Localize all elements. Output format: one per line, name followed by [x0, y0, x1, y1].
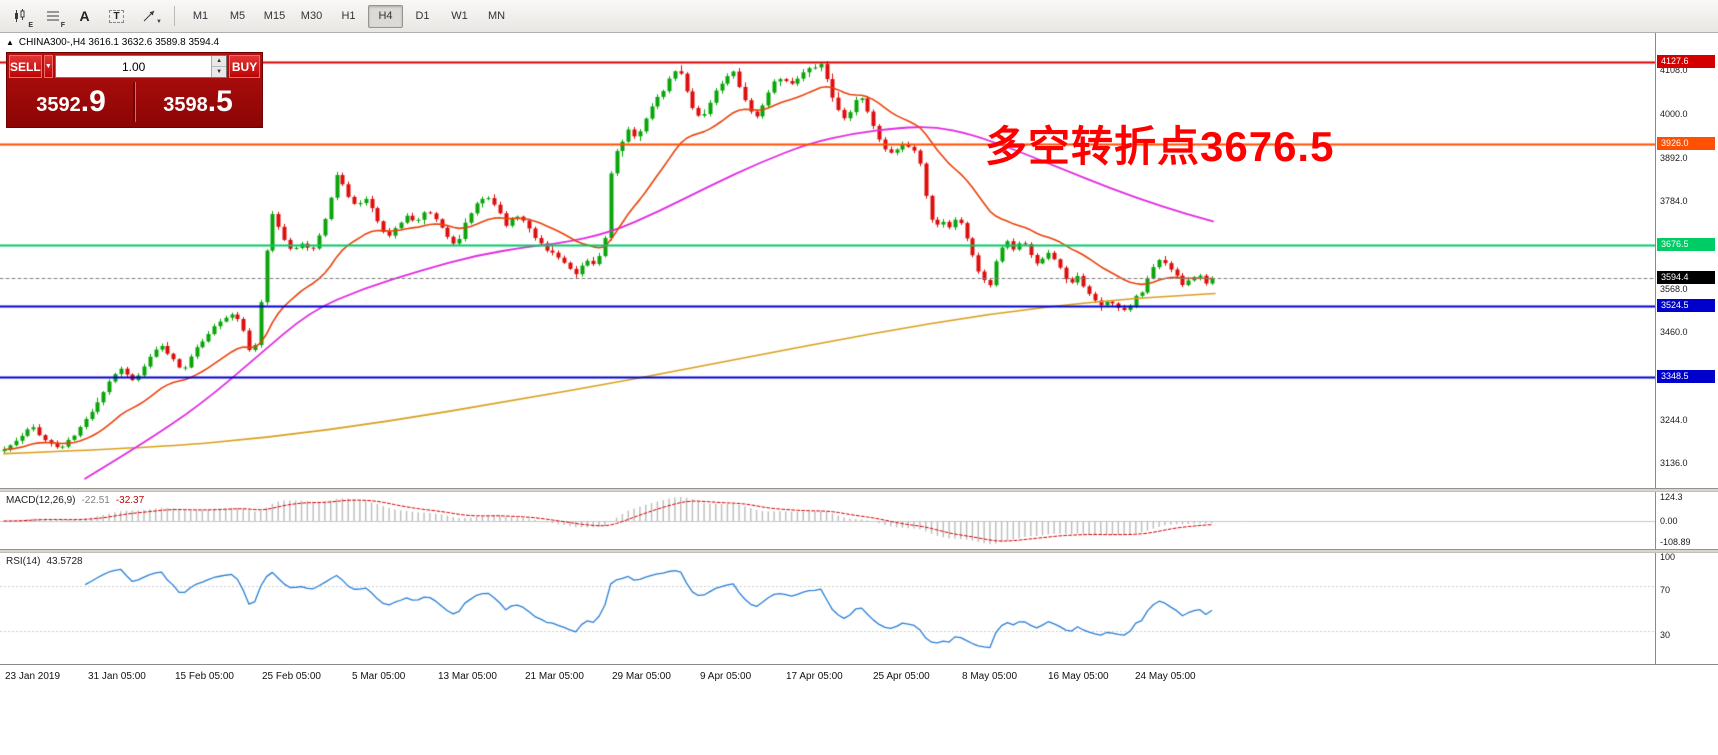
sell-button[interactable]: SELL — [9, 55, 42, 78]
time-axis-label: 5 Mar 05:00 — [352, 671, 406, 682]
timeframe-button-h4[interactable]: H4 — [368, 4, 403, 28]
timeframe-button-mn[interactable]: MN — [487, 10, 506, 22]
time-axis-label: 31 Jan 05:00 — [88, 671, 146, 682]
rsi-value: 43.5728 — [46, 556, 83, 567]
chart-header-text: CHINA300-,H4 3616.1 3632.6 3589.8 3594.4 — [18, 37, 220, 48]
rsi-name: RSI(14) — [6, 556, 41, 567]
price-divider — [133, 81, 136, 122]
time-axis-label: 21 Mar 05:00 — [525, 671, 584, 682]
timeframe-button-m30[interactable]: M30 — [300, 10, 323, 22]
timeframe-button-d1[interactable]: D1 — [415, 10, 430, 22]
macd-indicator-canvas[interactable] — [0, 492, 1655, 549]
bid-price-int: 3592 — [36, 93, 81, 116]
drawing-tools-button[interactable]: ▼ — [134, 3, 163, 29]
panel-splitter[interactable] — [0, 549, 1718, 553]
bottom-strip — [0, 692, 1718, 755]
chart-candles-tool-button[interactable]: E — [6, 3, 35, 29]
time-axis-label: 13 Mar 05:00 — [438, 671, 497, 682]
text-label-tool-icon: T — [109, 9, 124, 23]
bid-price-pips: .9 — [80, 84, 106, 118]
candlestick-chart-icon — [14, 9, 24, 22]
panel-splitter[interactable] — [0, 488, 1718, 492]
toolbar-separator — [174, 6, 175, 26]
time-axis-label: 8 May 05:00 — [962, 671, 1018, 682]
chart-icon-sub-label: E — [28, 22, 33, 29]
time-axis-label: 17 Apr 05:00 — [786, 671, 843, 682]
bid-price: 3592.9 — [9, 85, 133, 119]
macd-value: -22.51 — [81, 495, 110, 506]
price-level-badge: 3676.5 — [1657, 237, 1715, 251]
price-level-badge: 3594.4 — [1657, 270, 1715, 284]
price-level-badge: 3926.0 — [1657, 136, 1715, 150]
time-axis-label: 29 Mar 05:00 — [612, 671, 671, 682]
timeframe-button-m1[interactable]: M1 — [192, 10, 209, 22]
rsi-axis-label: 100 — [1660, 552, 1676, 562]
text-label-tool-button[interactable]: T — [102, 3, 131, 29]
ask-price-int: 3598 — [163, 93, 208, 116]
toolbar: E F A T ▼ M1 M5 M15 M30 H1 H4 D1 W1 MN — [0, 0, 1718, 33]
rsi-axis-label: 30 — [1660, 629, 1671, 640]
grid-lines-icon — [46, 11, 59, 21]
macd-axis-label: 124.3 — [1660, 492, 1683, 502]
collapse-trade-panel-icon[interactable]: ▲ — [6, 38, 14, 47]
time-axis-label: 15 Feb 05:00 — [175, 671, 234, 682]
time-axis-label: 25 Apr 05:00 — [873, 671, 930, 682]
price-level-badge: 3524.5 — [1657, 299, 1715, 313]
macd-label: MACD(12,26,9) -22.51 -32.37 — [6, 495, 144, 506]
time-axis-label: 16 May 05:00 — [1048, 671, 1109, 682]
price-axis-label: 3244.0 — [1660, 414, 1688, 425]
volume-input[interactable] — [56, 56, 212, 77]
caret-down-icon: ▼ — [156, 19, 162, 25]
macd-axis-label: -108.89 — [1660, 537, 1691, 548]
ask-price-pips: .5 — [207, 84, 233, 118]
timeframe-button-m15[interactable]: M15 — [263, 10, 286, 22]
ask-price: 3598.5 — [136, 85, 260, 119]
timeframe-button-h1[interactable]: H1 — [341, 10, 356, 22]
price-axis-label: 4000.0 — [1660, 108, 1688, 119]
volume-stepper: ▲ ▼ — [211, 56, 227, 77]
time-axis-label: 25 Feb 05:00 — [262, 671, 321, 682]
grid-icon-sub-label: F — [60, 22, 65, 29]
one-click-trading-panel: SELL ▼ ▲ ▼ BUY 3592.9 — [6, 52, 263, 128]
sell-options-dropdown[interactable]: ▼ — [43, 55, 54, 78]
grid-tool-button[interactable]: F — [38, 3, 67, 29]
caret-down-icon: ▼ — [44, 63, 52, 70]
price-axis-label: 3892.0 — [1660, 152, 1688, 163]
chart-area: ▲ CHINA300-,H4 3616.1 3632.6 3589.8 3594… — [0, 33, 1718, 692]
timeframe-button-m5[interactable]: M5 — [229, 10, 246, 22]
timeframe-group: M1 M5 M15 M30 H1 H4 D1 W1 MN — [183, 4, 514, 28]
price-axis[interactable]: 4108.04000.03892.03784.03676.03568.03460… — [1655, 33, 1718, 664]
volume-box: ▲ ▼ — [55, 55, 228, 78]
price-level-badge: 3348.5 — [1657, 370, 1715, 384]
time-axis-label: 9 Apr 05:00 — [700, 671, 752, 682]
volume-increase-button[interactable]: ▲ — [212, 56, 227, 67]
buy-button[interactable]: BUY — [229, 55, 260, 78]
price-level-badge: 4127.6 — [1657, 55, 1715, 69]
timeframe-button-w1[interactable]: W1 — [451, 10, 468, 22]
time-axis-label: 24 May 05:00 — [1135, 671, 1196, 682]
time-axis-label: 23 Jan 2019 — [5, 671, 61, 682]
price-axis-label: 4108.0 — [1660, 65, 1688, 76]
rsi-label: RSI(14) 43.5728 — [6, 556, 83, 567]
macd-name: MACD(12,26,9) — [6, 495, 76, 506]
time-axis[interactable]: 23 Jan 2019 31 Jan 05:00 15 Feb 05:00 25 Fe… — [0, 664, 1718, 692]
macd-axis-label: 0.00 — [1660, 516, 1678, 526]
price-axis-label: 3460.0 — [1660, 327, 1688, 338]
rsi-axis-label: 70 — [1660, 585, 1671, 596]
price-axis-label: 3568.0 — [1660, 283, 1688, 294]
text-tool-button[interactable]: A — [70, 3, 99, 29]
macd-signal-value: -32.37 — [115, 495, 145, 506]
chart-header: ▲ CHINA300-,H4 3616.1 3632.6 3589.8 3594… — [6, 37, 219, 48]
main-chart-canvas[interactable] — [0, 33, 1655, 488]
chart-annotation-text: 多空转折点3676.5 — [985, 123, 1335, 170]
price-axis-label: 3136.0 — [1660, 458, 1688, 469]
trendline-tool-icon — [143, 10, 154, 22]
text-tool-icon: A — [79, 8, 90, 24]
volume-decrease-button[interactable]: ▼ — [212, 67, 227, 77]
price-axis-label: 3784.0 — [1660, 196, 1688, 207]
rsi-indicator-canvas[interactable] — [0, 553, 1655, 664]
